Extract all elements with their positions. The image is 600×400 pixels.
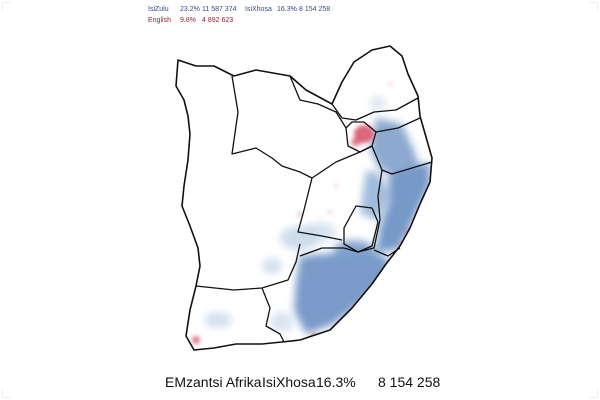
- border-free-state-west: [297, 177, 343, 241]
- border-western-cape-eastern-cape: [261, 287, 285, 343]
- border-north-west-gauteng: [289, 75, 347, 129]
- light-density-shading: [204, 96, 386, 332]
- legend-percent: 23.2%: [180, 6, 200, 13]
- legend-count: 11 587 374: [202, 6, 237, 13]
- corner-mark: [589, 389, 598, 398]
- footer-count: 8 154 258: [378, 374, 441, 390]
- footer-language: IsiXhosa: [262, 374, 316, 390]
- border-gauteng-limpopo: [331, 97, 419, 121]
- border-northern-cape-north-west: [231, 75, 313, 179]
- south-africa-map: [175, 45, 433, 351]
- border-eastern-cape-north: [299, 247, 344, 257]
- corner-mark: [589, 2, 598, 11]
- border-gauteng: [345, 121, 377, 153]
- legend-language: IsiXhosa: [245, 6, 272, 13]
- province-borders: [195, 75, 433, 343]
- legend-language: English: [148, 17, 171, 24]
- border-free-state-north: [311, 145, 373, 179]
- density-layer: [192, 82, 430, 344]
- country-outline: [175, 45, 433, 351]
- legend-count: 4 892 623: [202, 17, 234, 24]
- legend-count: 8 154 258: [299, 6, 331, 13]
- isixhosa-density-shading: [294, 118, 430, 334]
- border-lesotho: [343, 205, 379, 253]
- corner-mark: [2, 389, 11, 398]
- legend-percent: 9.8%: [180, 17, 196, 24]
- border-eastern-cape-kzn: [373, 247, 401, 257]
- legend-language: IsiZulu: [148, 6, 169, 13]
- border-mpumalanga-kzn: [371, 145, 433, 175]
- corner-mark: [2, 2, 11, 11]
- border-mpumalanga: [375, 117, 421, 133]
- border-northern-cape-south: [195, 243, 301, 291]
- footer-region: EMzantsi Afrika: [165, 374, 262, 390]
- footer-percent: 16.3%: [316, 374, 356, 390]
- legend-percent: 16.3%: [277, 6, 297, 13]
